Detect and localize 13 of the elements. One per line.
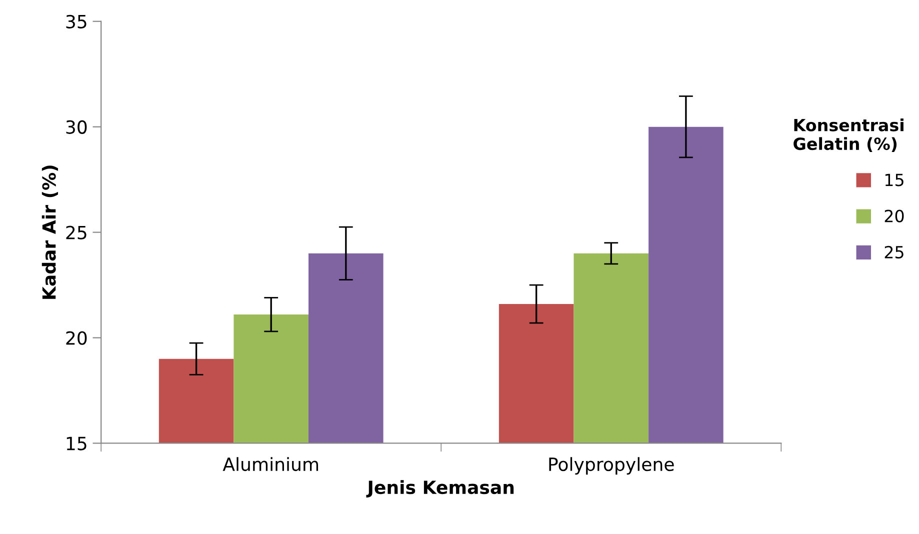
legend-title: Konsentrasi Gelatin (%)	[794, 118, 904, 152]
legend-label: 20	[884, 210, 904, 222]
legend-label: 15	[885, 174, 904, 186]
x-axis-title: Jenis Kemasan	[366, 480, 514, 498]
y-axis-title: Kadar Air (%)	[42, 166, 58, 299]
y-tick-label: 25	[66, 226, 86, 240]
legend-label: 25	[884, 246, 904, 258]
y-tick-label: 20	[66, 331, 87, 345]
x-tick-label: Polypropylene	[549, 457, 674, 475]
y-tick-label: 35	[66, 14, 86, 28]
x-tick-label: Aluminium	[222, 457, 318, 472]
y-tick-label: 15	[66, 436, 86, 450]
y-tick-label: 30	[66, 120, 87, 134]
